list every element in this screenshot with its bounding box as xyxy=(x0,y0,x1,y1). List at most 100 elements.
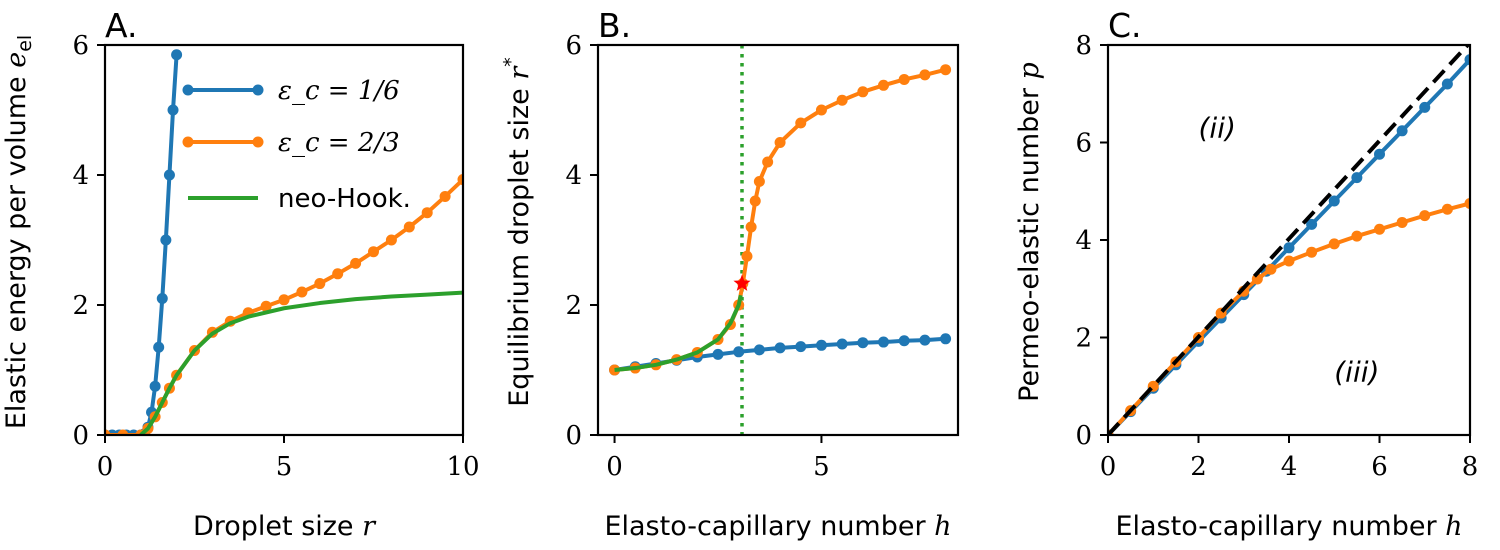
x-axis-label: Elasto-capillary number h xyxy=(1115,511,1462,542)
data-point--c-2-3 xyxy=(1306,246,1318,258)
data-point--c-1-6 xyxy=(160,234,172,246)
panel-b: 0 5 0 2 4 6 B. Elasto-capillary number h Equilib… xyxy=(500,6,960,542)
x-axis-symbol: h xyxy=(934,511,951,542)
data-point--c-2-3 xyxy=(795,117,807,129)
plot-area xyxy=(1108,45,1470,435)
data-point--c-2-3 xyxy=(1265,263,1277,275)
data-point--c-2-3 xyxy=(457,174,463,186)
y-tick-label: 0 xyxy=(1075,421,1092,451)
data-point--c-2-3 xyxy=(741,250,753,262)
data-point--c-1-6 xyxy=(712,348,724,360)
legend-label: ε_c = 2/3 xyxy=(278,128,400,158)
y-axis-symbol: e xyxy=(1,52,32,68)
data-point--c-2-3 xyxy=(314,278,326,290)
x-axis-symbol: h xyxy=(1445,511,1462,542)
data-point--c-1-6 xyxy=(795,341,807,353)
region-annotation: (ii) xyxy=(1199,112,1236,145)
x-axis-label: Elasto-capillary number h xyxy=(604,511,951,542)
y-axis-symbol: p xyxy=(1014,62,1045,79)
data-point--c-2-3 xyxy=(857,86,869,98)
y-tick-label: 6 xyxy=(72,31,89,61)
y-axis-label-text: Elastic energy per volume xyxy=(1,68,32,429)
data-point--c-2-3 xyxy=(350,257,362,269)
y-tick-label: 4 xyxy=(1075,226,1092,256)
data-point--c-2-3 xyxy=(368,246,379,258)
data-point--c-2-3 xyxy=(878,79,890,91)
series-line--c-1-6 xyxy=(105,54,179,435)
legend-marker xyxy=(182,136,194,148)
series-line-neo-hook- xyxy=(614,294,743,372)
data-point--c-2-3 xyxy=(836,94,848,106)
legend-label: ε_c = 1/6 xyxy=(278,76,400,106)
data-point--c-2-3 xyxy=(117,429,129,435)
y-axis-label: Equilibrium droplet size r* xyxy=(500,57,535,407)
x-axis-label: Droplet size r xyxy=(193,511,377,542)
panel-title: A. xyxy=(105,6,137,45)
legend: ε_c = 1/6 ε_c = 2/3 neo-Hook. xyxy=(182,76,411,214)
data-point--c-1-6 xyxy=(1464,54,1470,66)
x-tick-label: 2 xyxy=(1190,452,1207,482)
y-axis-symbol-sup: * xyxy=(500,57,522,67)
data-point--c-2-3 xyxy=(1396,216,1408,228)
data-point--c-2-3 xyxy=(753,176,765,187)
data-point--c-1-6 xyxy=(1396,125,1408,137)
panel-c: 0 2 4 6 8 0 2 4 6 8 C. Elasto-capillary number h Per… xyxy=(1014,6,1478,542)
data-point--c-2-3 xyxy=(1441,203,1453,215)
data-point--c-2-3 xyxy=(439,190,451,202)
data-point--c-1-6 xyxy=(733,346,745,358)
legend-marker xyxy=(182,84,194,96)
y-tick-label: 6 xyxy=(1075,129,1092,159)
y-tick-label: 2 xyxy=(565,291,582,321)
data-point--c-2-3 xyxy=(919,69,931,81)
data-point--c-2-3 xyxy=(332,268,344,280)
data-point--c-2-3 xyxy=(1464,197,1470,209)
y-axis-label: Permeo-elastic number p xyxy=(1014,62,1045,402)
data-point--c-2-3 xyxy=(278,294,290,306)
x-tick-label: 0 xyxy=(1100,452,1117,482)
x-axis-label-text: Droplet size xyxy=(193,511,362,542)
y-axis-symbol: r xyxy=(504,65,535,80)
data-point--c-1-6 xyxy=(167,104,179,116)
data-point--c-1-6 xyxy=(1441,78,1453,90)
x-tick-label: 0 xyxy=(606,452,623,482)
panel-title: B. xyxy=(598,6,631,45)
y-tick-label: 4 xyxy=(565,161,582,191)
data-point--c-2-3 xyxy=(421,207,433,219)
data-point--c-2-3 xyxy=(296,286,308,298)
data-point--c-2-3 xyxy=(403,221,415,233)
data-point--c-1-6 xyxy=(1306,218,1318,230)
data-point--c-2-3 xyxy=(385,234,397,246)
x-tick-label: 5 xyxy=(813,452,830,482)
data-point--c-1-6 xyxy=(753,344,765,356)
data-point--c-2-3 xyxy=(1419,210,1431,222)
data-point--c-1-6 xyxy=(815,339,827,351)
series-line-reference xyxy=(1108,45,1470,435)
data-point--c-1-6 xyxy=(153,341,165,353)
data-point--c-1-6 xyxy=(171,49,183,61)
data-point--c-1-6 xyxy=(919,334,931,346)
series-line--c-2-3 xyxy=(614,67,947,372)
y-axis-symbol-sub: el xyxy=(14,35,36,52)
y-tick-label: 4 xyxy=(72,161,89,191)
y-tick-label: 2 xyxy=(1075,324,1092,354)
data-point--c-2-3 xyxy=(745,221,757,233)
data-point--c-1-6 xyxy=(1419,101,1431,113)
data-point--c-1-6 xyxy=(1283,242,1295,254)
instability-star-marker xyxy=(733,274,751,291)
x-axis-label-text: Elasto-capillary number xyxy=(1115,511,1445,542)
plot-area xyxy=(609,45,952,435)
data-point--c-2-3 xyxy=(762,156,774,168)
data-point--c-1-6 xyxy=(940,333,952,345)
y-axis-label-text: Equilibrium droplet size xyxy=(504,80,535,407)
data-point--c-2-3 xyxy=(1351,230,1363,242)
region-annotation: (iii) xyxy=(1334,355,1379,388)
y-tick-label: 8 xyxy=(1075,31,1092,61)
data-point--c-1-6 xyxy=(1351,172,1363,184)
data-point--c-1-6 xyxy=(1374,148,1385,160)
data-point--c-1-6 xyxy=(836,338,848,350)
data-point--c-1-6 xyxy=(149,380,161,392)
y-tick-label: 2 xyxy=(72,291,89,321)
y-tick-label: 6 xyxy=(565,31,582,61)
x-tick-label: 4 xyxy=(1281,452,1298,482)
